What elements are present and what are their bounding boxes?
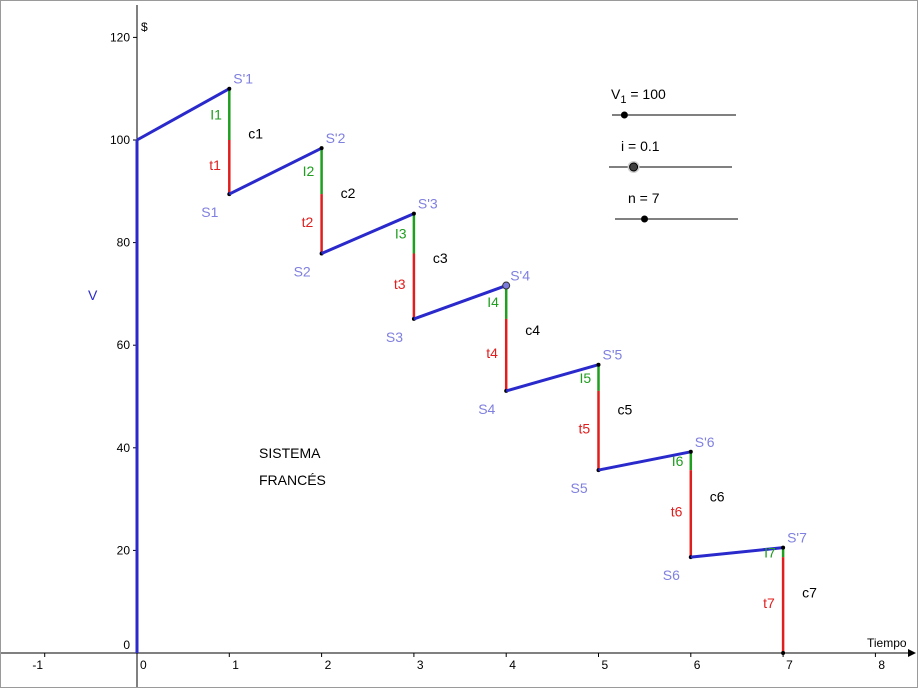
x-tick-label: 2 <box>325 658 332 672</box>
label-s-prime: S'6 <box>695 434 715 450</box>
label-s-prime: S'1 <box>233 71 253 87</box>
label-s: S4 <box>478 401 495 417</box>
axes-group: -1 0 1 2 3 4 5 6 7 8 20 40 60 80 100 120 Tiempo $ 0 <box>1 5 916 687</box>
balance-growth-segment <box>413 284 507 321</box>
slider-label: n = 7 <box>628 190 660 206</box>
x-tick-label: -1 <box>32 658 43 672</box>
x-tick-label: 0 <box>140 658 147 672</box>
x-tick-label: 8 <box>878 658 885 672</box>
balance-growth-segment <box>321 212 415 255</box>
slider-knob[interactable] <box>641 215 649 223</box>
y-tick-label: 40 <box>117 441 131 455</box>
label-s: S3 <box>386 329 403 345</box>
y-axis-unit-label: $ <box>141 20 148 34</box>
origin-label: 0 <box>123 638 130 652</box>
point-s-prime[interactable] <box>411 211 416 216</box>
point-s-prime[interactable] <box>502 281 511 290</box>
label-cuota: c6 <box>710 488 725 504</box>
label-interest: I6 <box>672 453 684 469</box>
slider-knob[interactable] <box>620 111 628 119</box>
y-tick-label: 60 <box>117 338 131 352</box>
point-s-prime[interactable] <box>319 146 324 151</box>
label-amortization: t6 <box>671 504 683 520</box>
system-note-line2: FRANCÉS <box>259 472 326 488</box>
label-s: S6 <box>663 567 680 583</box>
x-tick-label: 6 <box>694 658 701 672</box>
label-cuota: c4 <box>525 322 540 338</box>
label-amortization: t2 <box>302 214 314 230</box>
label-s-prime: S'5 <box>603 347 623 363</box>
system-note-line1: SISTEMA <box>259 445 321 461</box>
y-tick-label: 120 <box>110 30 130 44</box>
x-tick-label: 4 <box>509 658 516 672</box>
sliders-group[interactable]: V1 = 100 i = 0.1 n = 7 <box>609 86 738 223</box>
x-tick-label: 3 <box>417 658 424 672</box>
label-amortization: t4 <box>486 345 498 361</box>
balance-growth-segment <box>690 546 784 559</box>
label-cuota: c3 <box>433 250 448 266</box>
x-tick-label: 7 <box>786 658 793 672</box>
label-s-prime: S'4 <box>510 268 530 284</box>
y-tick-label: 80 <box>117 236 131 250</box>
y-axis-title: V <box>88 287 98 303</box>
slider-knob[interactable] <box>629 162 639 172</box>
point-s-prime[interactable] <box>227 86 232 91</box>
label-cuota: c7 <box>802 584 817 600</box>
point-s[interactable] <box>781 651 786 655</box>
label-interest: I7 <box>764 544 776 560</box>
label-interest: I5 <box>580 370 592 386</box>
balance-growth-segment <box>136 87 231 142</box>
point-s-prime[interactable] <box>688 449 693 454</box>
y-tick-label: 100 <box>110 133 130 147</box>
label-amortization: t3 <box>394 276 406 292</box>
slider-label: i = 0.1 <box>621 138 660 154</box>
slider-i[interactable]: i = 0.1 <box>609 138 732 173</box>
point-s-prime[interactable] <box>781 545 786 550</box>
label-amortization: t5 <box>579 420 591 436</box>
slider-n[interactable]: n = 7 <box>615 190 738 223</box>
label-interest: I3 <box>395 226 407 242</box>
label-interest: I1 <box>210 106 222 122</box>
label-s: S5 <box>571 480 588 496</box>
x-tick-label: 1 <box>232 658 239 672</box>
balance-growth-segment <box>598 450 692 472</box>
x-tick-label: 5 <box>602 658 609 672</box>
y-tick-label: 20 <box>117 543 131 557</box>
label-interest: I4 <box>487 294 499 310</box>
label-s-prime: S'3 <box>418 196 438 212</box>
x-axis-title: Tiempo <box>867 636 907 650</box>
label-s-prime: S'2 <box>326 130 346 146</box>
label-s-prime: S'7 <box>787 530 807 546</box>
balance-growth-segment <box>228 146 323 196</box>
label-cuota: c5 <box>618 401 633 417</box>
y-ticks: 20 40 60 80 100 120 <box>110 30 137 557</box>
series-group <box>135 86 786 655</box>
label-cuota: c2 <box>341 185 356 201</box>
label-amortization: t1 <box>209 157 221 173</box>
slider-V1[interactable]: V1 = 100 <box>611 86 736 119</box>
label-cuota: c1 <box>248 125 263 141</box>
label-s: S2 <box>294 264 311 280</box>
label-amortization: t7 <box>763 595 775 611</box>
label-s: S1 <box>201 204 218 220</box>
x-ticks: -1 0 1 2 3 4 5 6 7 8 <box>32 653 885 672</box>
x-axis-arrow <box>908 649 916 657</box>
label-interest: I2 <box>303 163 315 179</box>
labels-group: S'1 I1 t1 c1 S1 S'2 I2 t2 c2 S2 S'3 I3 t3 c3 S3 S'4 I4 t4… <box>201 71 817 611</box>
balance-growth-segment <box>505 363 599 393</box>
slider-label: V1 = 100 <box>611 86 666 106</box>
point-s-prime[interactable] <box>596 362 601 367</box>
